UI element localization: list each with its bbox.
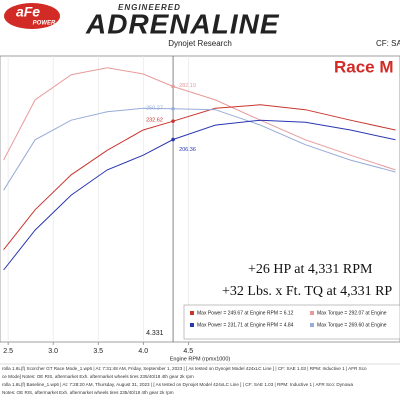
footer-line: Notes: OE RIS, aftermarket Exh. aftermar… (2, 390, 174, 395)
point (171, 107, 175, 111)
x-axis-label: Engine RPM (rpmx1000) (170, 356, 231, 362)
legend-entry: Max Power = 231.71 at Engine RPM = 4.84 (197, 322, 294, 328)
footer: rolla 1.6L(f) Scorcher GT Race Mode_1.wp… (2, 366, 367, 395)
point-label: 250.27 (146, 105, 163, 111)
plot: 2.5 3.0 3.5 4.0 4.5 4.331 282.19 232.62 250.27 20… (3, 56, 396, 355)
annotation: +32 Lbs. x Ft. TQ at 4,331 RP (222, 284, 392, 299)
x-tick-label: 4.0 (138, 348, 148, 355)
footer-line: rolla 1.6L(f) Baseline_1.wp6 | At: 7:28:… (2, 382, 353, 387)
legend-box (183, 304, 400, 340)
point-label: 232.62 (146, 118, 163, 124)
point-label: 206.36 (179, 147, 196, 153)
logo-badge (4, 3, 60, 29)
x-tick-label: 4.5 (183, 348, 193, 355)
marker-label: 4.331 (146, 330, 164, 337)
point (171, 137, 175, 142)
x-tick-label: 3.0 (48, 348, 58, 355)
legend-entry: Max Torque = 292.07 at Engine (317, 310, 387, 316)
point (171, 119, 175, 123)
logo-brand: aFe (16, 4, 40, 20)
brand-title: ADRENALINE (85, 8, 280, 39)
chart-title: Race M (334, 57, 394, 76)
legend-entry: Max Power = 249.67 at Engine RPM = 6.12 (197, 310, 294, 316)
legend-swatch (310, 311, 314, 315)
point-label: 282.19 (179, 83, 196, 89)
logo-sub: POWER (33, 21, 56, 27)
footer-line: rolla 1.6L(f) Scorcher GT Race Mode_1.wp… (2, 366, 367, 371)
legend-swatch (190, 323, 194, 327)
point (171, 84, 175, 89)
legend-entry: Max Torque = 269.60 at Engine (317, 322, 387, 328)
tagline: ENGINEERED (118, 3, 181, 12)
x-tick-label: 2.5 (3, 348, 13, 355)
legend-swatch (190, 311, 194, 315)
legend: Max Power = 249.67 at Engine RPM = 6.12 M… (190, 310, 387, 328)
legend-swatch (310, 323, 314, 327)
annotation: +26 HP at 4,331 RPM (248, 262, 373, 277)
source: Dynojet Research (168, 39, 232, 48)
x-tick-label: 3.5 (93, 348, 103, 355)
correction: CF: SA (376, 39, 400, 48)
footer-line: ce Mode] Notes: OE RIS, aftermarket Exh.… (2, 374, 194, 379)
